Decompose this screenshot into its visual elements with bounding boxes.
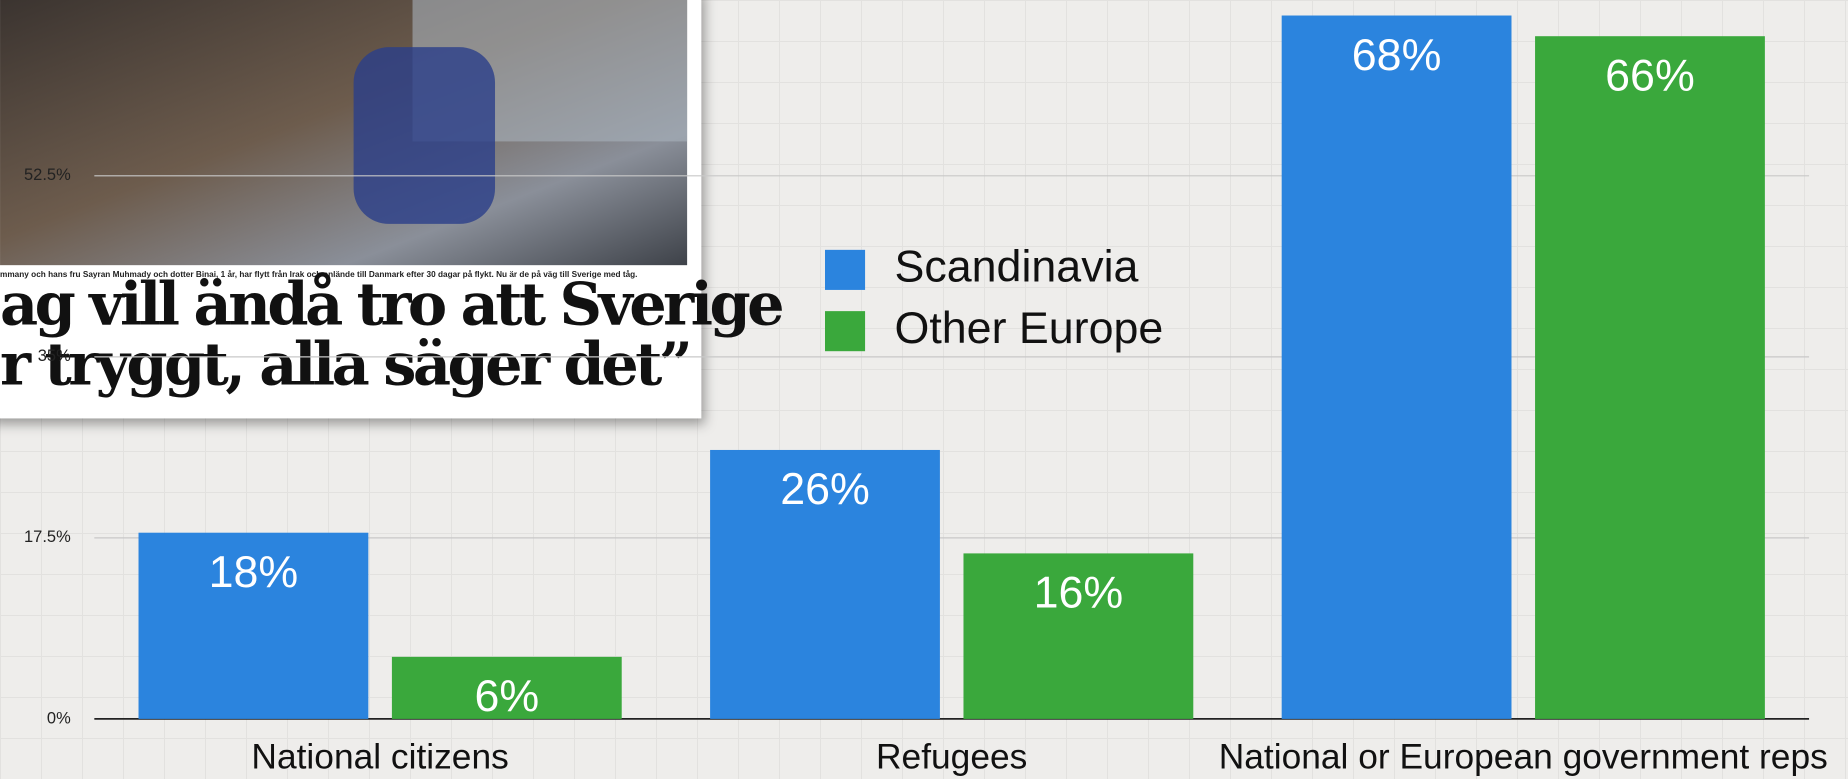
data-label: 66% xyxy=(1605,50,1695,100)
photo-clipping: mmany och hans fru Sayran Muhmady och do… xyxy=(0,0,782,418)
legend-label: Scandinavia xyxy=(895,242,1139,292)
y-tick-label: 17.5% xyxy=(24,528,71,546)
chart: mmany och hans fru Sayran Muhmady och do… xyxy=(0,0,1848,779)
headline: ag vill ändå tro att Sverige xyxy=(0,269,782,338)
x-tick-label: Refugees xyxy=(876,737,1027,776)
legend-swatch xyxy=(825,250,865,290)
data-label: 18% xyxy=(209,547,299,597)
y-tick-label: 35% xyxy=(38,347,71,365)
legend-label: Other Europe xyxy=(895,303,1164,353)
y-tick-label: 52.5% xyxy=(24,166,71,184)
data-label: 26% xyxy=(780,464,870,514)
legend-swatch xyxy=(825,311,865,351)
page: mmany och hans fru Sayran Muhmady och do… xyxy=(0,0,1848,779)
headline: r tryggt, alla säger det” xyxy=(0,329,689,398)
data-label: 6% xyxy=(474,671,539,721)
bar xyxy=(1282,16,1512,719)
x-tick-label: National or European government reps xyxy=(1219,737,1828,776)
data-label: 68% xyxy=(1352,30,1442,80)
data-label: 16% xyxy=(1034,568,1124,618)
photo-child xyxy=(354,47,495,224)
y-tick-label: 0% xyxy=(47,709,71,727)
bar xyxy=(1535,36,1765,719)
x-tick-label: National citizens xyxy=(251,737,508,776)
